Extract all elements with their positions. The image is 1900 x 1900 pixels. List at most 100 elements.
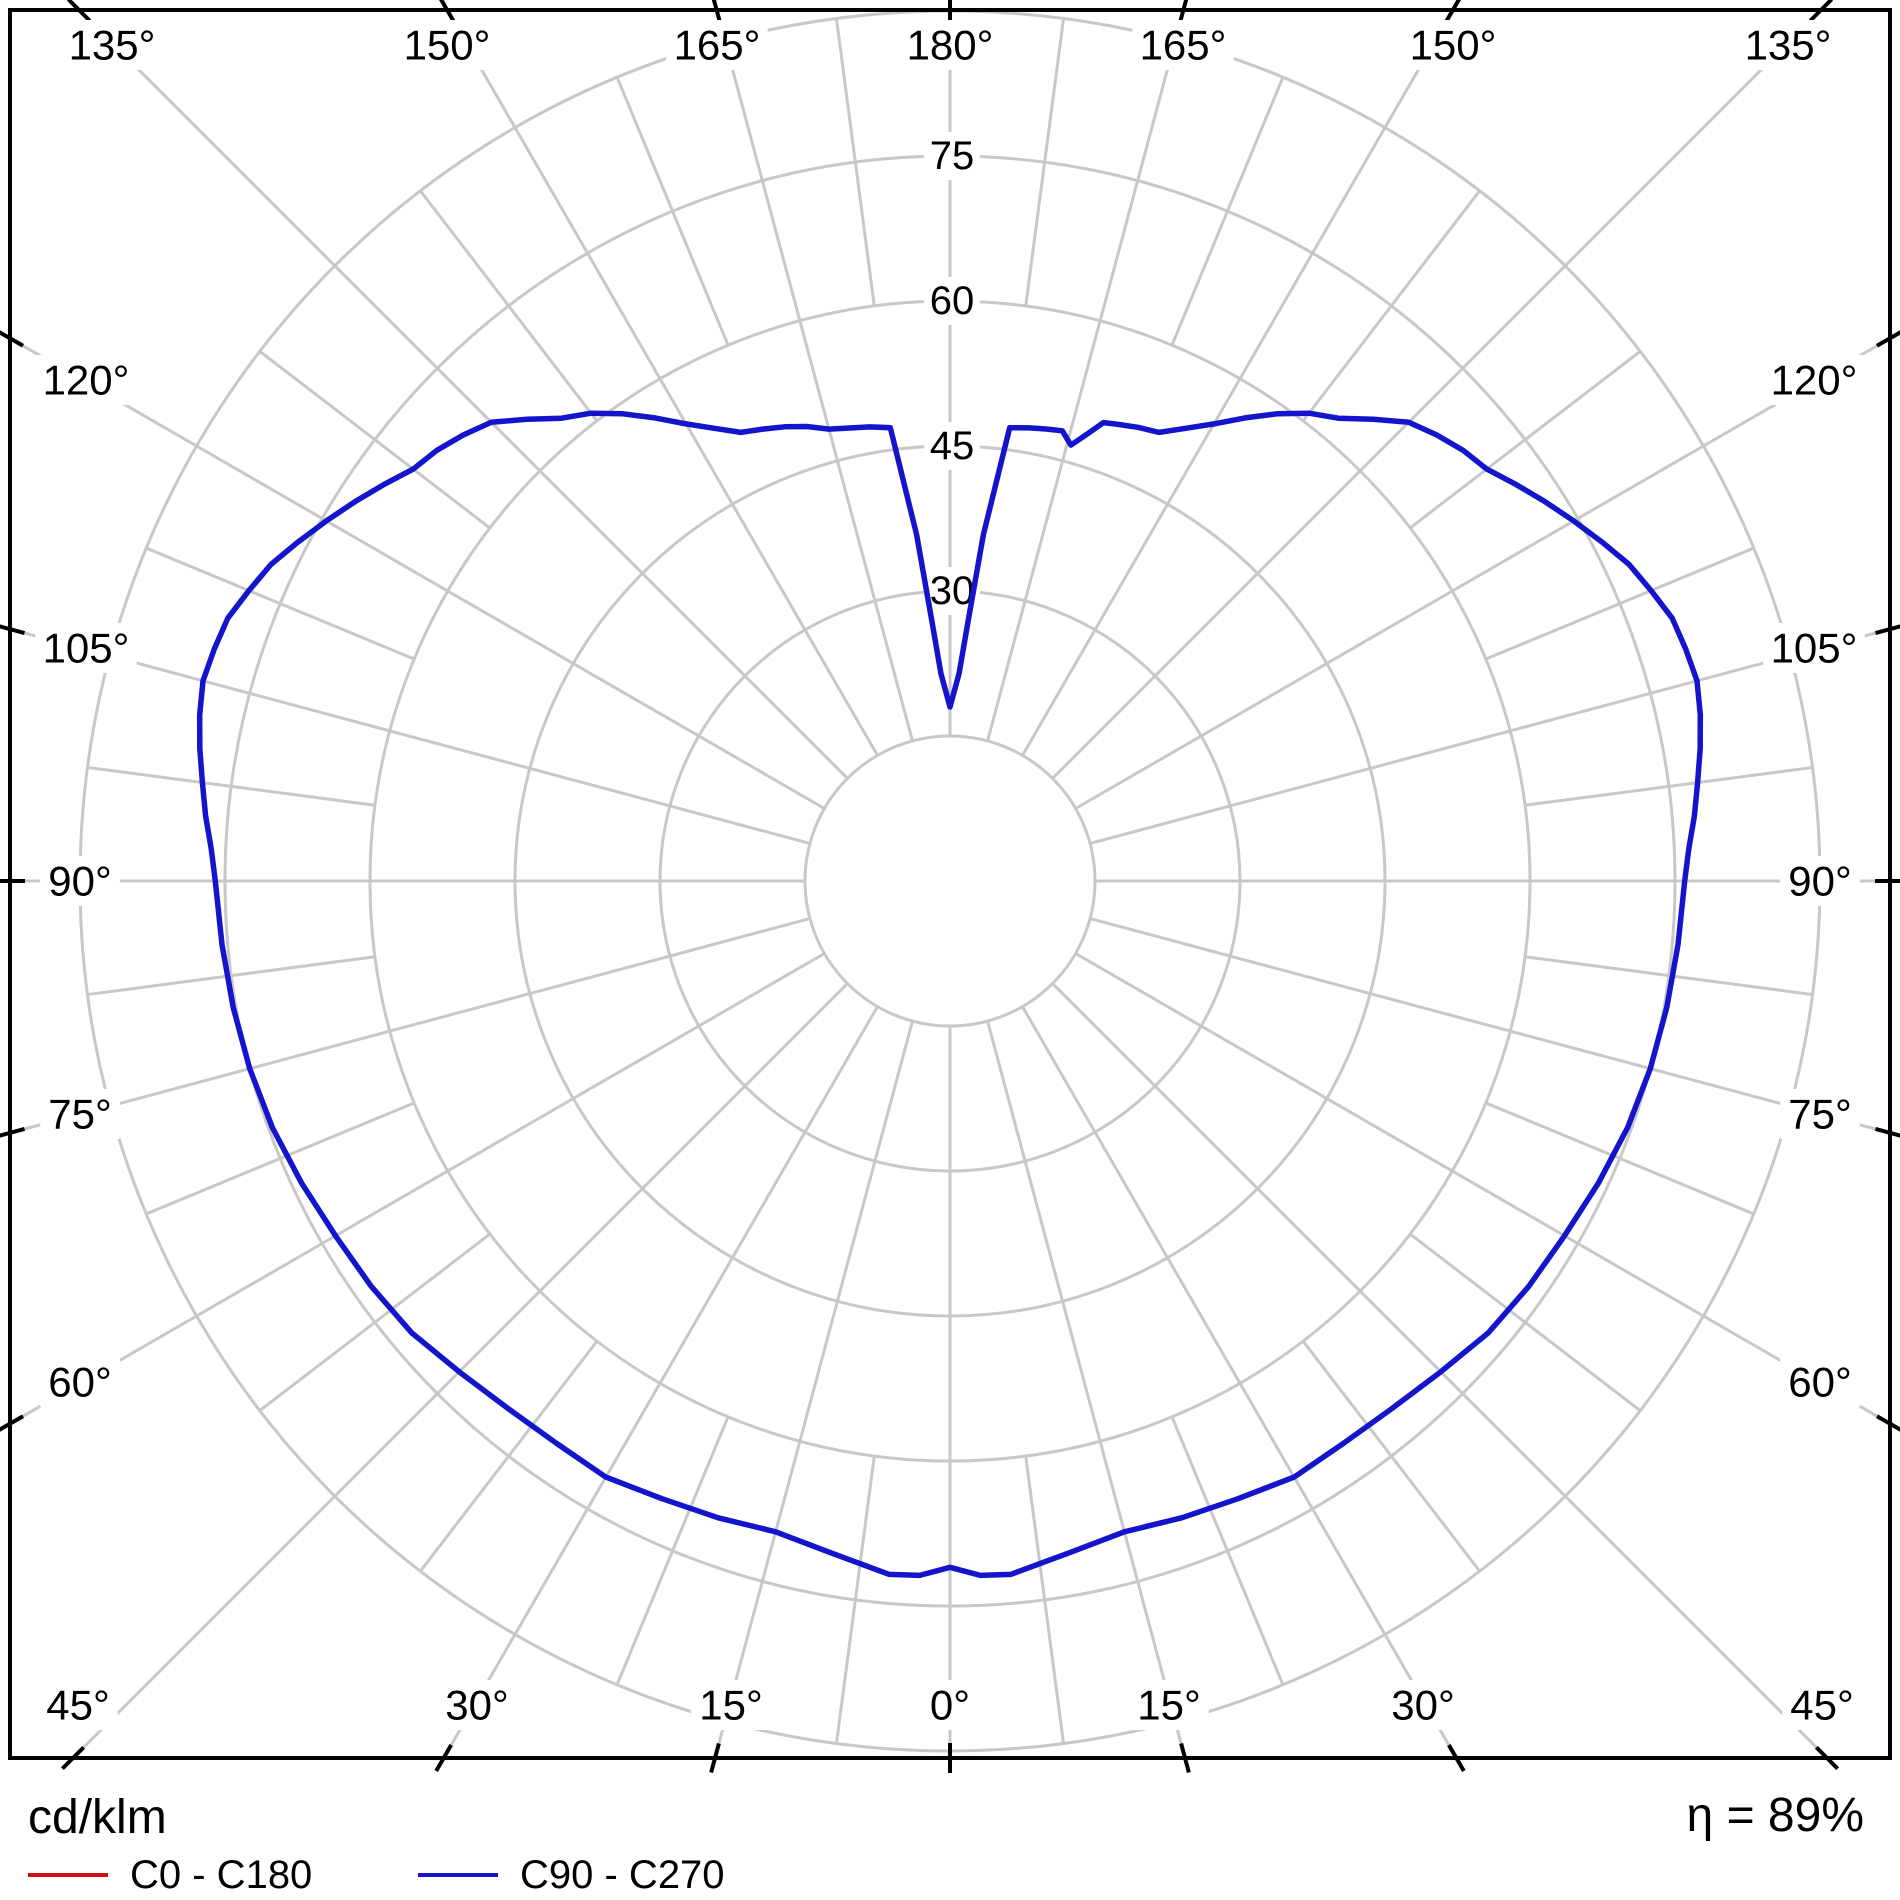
grid-spoke-minor: [419, 189, 599, 422]
legend-swatch-blue-line: [418, 1873, 498, 1877]
ring-label-30: 30: [930, 569, 975, 613]
angle-label-13-mask: [40, 1089, 120, 1139]
grid-spoke-minor: [145, 546, 415, 661]
grid-spoke-major: [1051, 264, 1567, 780]
grid-spoke-major: [1089, 917, 1791, 1108]
angle-label-8-mask: [1763, 355, 1865, 405]
grid-spoke-major: [109, 917, 811, 1108]
angle-label-7-mask: [35, 355, 137, 405]
grid-spoke-minor: [87, 765, 376, 807]
angle-label-17: 45°: [46, 1682, 110, 1729]
angle-label-10-mask: [1763, 623, 1865, 673]
grid-spoke-minor: [258, 350, 491, 530]
grid-spoke-minor: [1485, 546, 1755, 661]
grid-spoke-minor: [1170, 1416, 1285, 1686]
angle-label-3: 150°: [404, 22, 491, 69]
angle-label-21-mask: [691, 1680, 771, 1730]
grid-spoke-major: [986, 40, 1177, 742]
angle-label-13: 75°: [48, 1091, 112, 1138]
angle-label-1-mask: [666, 20, 768, 70]
curve-C90-C270: [196, 410, 1704, 1579]
angle-label-8: 120°: [1771, 357, 1858, 404]
grid-spoke-minor: [1170, 76, 1285, 346]
ring-label-75-mask: [924, 131, 980, 180]
legend-label: C90 - C270: [520, 1852, 725, 1897]
angle-label-9: 105°: [43, 625, 130, 672]
angle-label-9-mask: [35, 623, 137, 673]
angle-label-5: 135°: [69, 22, 156, 69]
angle-label-20-mask: [1383, 1680, 1463, 1730]
angle-label-11: 90°: [48, 858, 112, 905]
angle-label-1: 165°: [674, 22, 761, 69]
grid-spoke-minor: [419, 1340, 599, 1573]
legend-label: C0 - C180: [130, 1852, 313, 1897]
ring-label-45: 45: [930, 424, 975, 468]
angle-label-14: 75°: [1788, 1091, 1852, 1138]
angle-label-23: 0°: [930, 1682, 970, 1729]
angle-label-0: 180°: [907, 22, 994, 69]
angle-label-15-mask: [40, 1357, 120, 1407]
grid-spoke-minor: [258, 1232, 491, 1412]
angle-label-0-mask: [899, 20, 1001, 70]
angle-label-6: 135°: [1745, 22, 1832, 69]
grid-spoke-minor: [145, 1101, 415, 1216]
legend-item-c90-c270: C90 - C270: [418, 1850, 725, 1900]
border-tick: [0, 1127, 26, 1138]
ring-label-60: 60: [930, 279, 975, 323]
angle-label-5-mask: [61, 20, 163, 70]
grid-spoke-major: [195, 952, 826, 1318]
grid-spoke-major: [986, 1020, 1177, 1722]
angle-label-16: 60°: [1788, 1359, 1852, 1406]
angle-label-2: 165°: [1140, 22, 1227, 69]
grid-spoke-minor: [615, 1416, 730, 1686]
grid-ring-15: [803, 734, 1097, 1028]
angle-label-6-mask: [1737, 20, 1839, 70]
grid-spoke-minor: [615, 76, 730, 346]
ring-label-75: 75: [930, 134, 975, 178]
angle-label-22: 15°: [1137, 1682, 1201, 1729]
angle-label-19: 30°: [445, 1682, 509, 1729]
angle-label-7: 120°: [43, 357, 130, 404]
grid-spoke-major: [333, 264, 849, 780]
angle-label-3-mask: [396, 20, 498, 70]
grid-spoke-minor: [1524, 765, 1813, 807]
legend-swatch-red-line: [28, 1873, 108, 1877]
grid-spoke-minor: [1301, 1340, 1481, 1573]
grid-spoke-major: [109, 654, 811, 845]
legend-item-c0-c180: C0 - C180: [28, 1850, 312, 1900]
grid-spoke-major: [1021, 126, 1387, 757]
angle-label-18: 45°: [1790, 1682, 1854, 1729]
angle-label-15: 60°: [48, 1359, 112, 1406]
grid-spoke-major: [1021, 1005, 1387, 1636]
angle-label-20: 30°: [1391, 1682, 1455, 1729]
ring-label-45-mask: [924, 421, 980, 470]
grid-spoke-major: [1074, 444, 1705, 810]
grid-spoke-major: [1051, 982, 1567, 1498]
grid-spoke-major: [1074, 952, 1705, 1318]
legend: C0 - C180 C90 - C270: [28, 1850, 1128, 1900]
angle-label-18-mask: [1782, 1680, 1862, 1730]
grid-spoke-minor: [834, 1455, 876, 1744]
angle-label-19-mask: [437, 1680, 517, 1730]
angle-label-10: 105°: [1771, 625, 1858, 672]
grid-spoke-minor: [1485, 1101, 1755, 1216]
angle-label-11-mask: [40, 856, 120, 906]
border-tick: [0, 624, 26, 635]
grid-spoke-minor: [1524, 955, 1813, 997]
border-tick: [1874, 1127, 1900, 1138]
grid-spoke-minor: [1301, 189, 1481, 422]
angle-label-16-mask: [1780, 1357, 1860, 1407]
angle-label-14-mask: [1780, 1089, 1860, 1139]
efficiency-label: η = 89%: [1686, 1789, 1864, 1842]
grid-spoke-minor: [87, 955, 376, 997]
grid-spoke-minor: [1024, 18, 1066, 307]
ring-label-60-mask: [924, 276, 980, 325]
angle-label-23-mask: [921, 1680, 979, 1730]
grid-spoke-minor: [834, 18, 876, 307]
grid-spoke-minor: [1409, 350, 1642, 530]
grid-spoke-minor: [1024, 1455, 1066, 1744]
grid-spoke-major: [513, 1005, 879, 1636]
border-tick: [1874, 624, 1900, 635]
